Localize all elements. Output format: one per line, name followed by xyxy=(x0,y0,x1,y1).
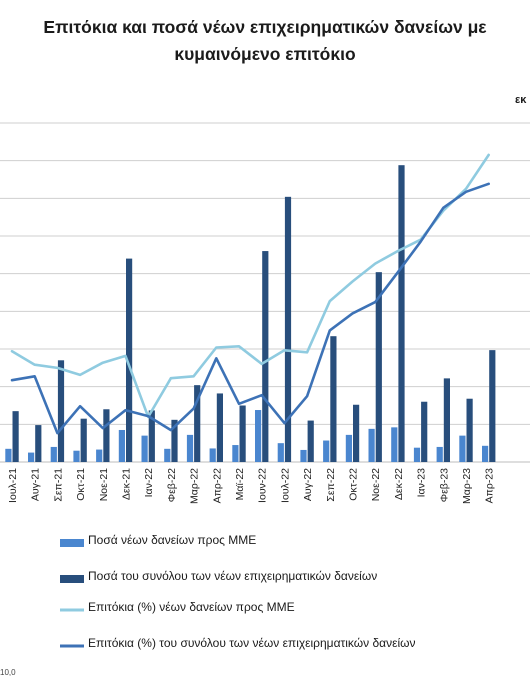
x-axis-ticks: Ιουλ-21 Αυγ-21 Σεπ-21 Οκτ-21 Νοε-21 Δεκ-21 Ιαν… xyxy=(7,468,496,504)
bar-mme-amount xyxy=(141,435,148,462)
bar-mme-amount xyxy=(164,448,171,462)
bar-total-amount xyxy=(466,398,473,462)
x-tick-label: Αυγ-22 xyxy=(302,468,314,501)
bars xyxy=(5,165,496,463)
bar-mme-amount xyxy=(459,435,466,462)
legend-swatch-mme-rate xyxy=(60,608,84,612)
bar-mme-amount xyxy=(391,427,398,462)
line-total-rate xyxy=(10,182,491,435)
x-tick-label: Μαϊ-22 xyxy=(234,468,246,500)
x-tick-label: Μαρ-22 xyxy=(189,468,201,504)
legend-label-total-amount: Ποσά του συνόλου των νέων επιχειρηματικώ… xyxy=(88,569,378,583)
x-tick-label: Δεκ-22 xyxy=(393,468,405,500)
x-tick-label: Φεβ-22 xyxy=(166,468,178,502)
x-tick-label: Αυγ-21 xyxy=(30,468,42,501)
bar-total-amount xyxy=(443,378,450,462)
x-tick-label: Ιουλ-21 xyxy=(7,468,19,503)
bar-total-amount xyxy=(375,272,382,462)
bar-mme-amount xyxy=(28,452,35,462)
x-tick-label: Απρ-22 xyxy=(211,468,223,504)
bar-total-amount xyxy=(171,419,178,462)
bar-mme-amount xyxy=(186,434,194,462)
bar-total-amount xyxy=(194,385,201,462)
cropped-axis-label: 10,0 xyxy=(0,668,16,677)
x-tick-label: Σεπ-21 xyxy=(52,468,64,502)
bar-total-amount xyxy=(103,409,110,462)
bar-mme-amount xyxy=(232,445,239,462)
bar-mme-amount xyxy=(413,447,421,462)
bar-mme-amount xyxy=(300,449,307,462)
bar-mme-amount xyxy=(255,410,262,462)
bar-total-amount xyxy=(262,251,269,462)
x-tick-label: Οκτ-21 xyxy=(75,468,87,501)
bar-total-amount xyxy=(35,425,42,462)
bar-mme-amount xyxy=(209,448,216,462)
x-tick-label: Νοε-22 xyxy=(370,468,382,501)
bar-total-amount xyxy=(284,196,292,462)
bar-total-amount xyxy=(239,405,246,462)
bar-total-amount xyxy=(489,350,496,462)
x-tick-label: Φεβ-23 xyxy=(438,468,450,502)
bar-total-amount xyxy=(398,165,405,463)
line-mme-rate xyxy=(10,153,491,419)
chart-title-line-1: Επιτόκια και ποσά νέων επιχειρηματικών δ… xyxy=(43,17,487,37)
chart-title-line-2: κυμαινόμενο επιτόκιο xyxy=(174,44,356,64)
x-tick-label: Ιουν-22 xyxy=(257,468,269,503)
bar-total-amount xyxy=(126,258,133,462)
x-tick-label: Απρ-23 xyxy=(484,468,496,504)
legend-label-mme-amount: Ποσά νέων δανείων προς ΜΜΕ xyxy=(88,533,257,547)
x-tick-label: Σεπ-22 xyxy=(325,468,337,502)
bar-total-amount xyxy=(80,418,87,462)
x-tick-label: Νοε-21 xyxy=(98,468,110,501)
bar-mme-amount xyxy=(118,429,125,462)
unit-label-fragment: εκ xyxy=(515,94,527,106)
bar-mme-amount xyxy=(436,446,443,462)
lines xyxy=(10,153,491,435)
bar-total-amount xyxy=(421,401,428,462)
x-tick-label: Δεκ-21 xyxy=(121,468,133,500)
legend-swatch-total-rate xyxy=(60,644,84,648)
bar-mme-amount xyxy=(277,443,284,462)
x-tick-label: Ιουλ-22 xyxy=(279,468,291,503)
bar-mme-amount xyxy=(5,448,12,462)
bar-mme-amount xyxy=(73,450,80,462)
bar-total-amount xyxy=(353,404,360,462)
combo-chart: Ιουλ-21 Αυγ-21 Σεπ-21 Οκτ-21 Νοε-21 Δεκ-21 Ιαν… xyxy=(0,122,530,504)
bar-total-amount xyxy=(148,410,155,462)
bar-total-amount xyxy=(307,420,314,462)
bar-mme-amount xyxy=(50,446,57,462)
x-tick-label: Ιαν-23 xyxy=(416,468,428,498)
bar-mme-amount xyxy=(482,445,489,462)
bar-total-amount xyxy=(12,411,19,462)
bar-total-amount xyxy=(330,336,337,462)
legend-swatch-mme-amount xyxy=(60,539,84,547)
legend-label-total-rate: Επιτόκια (%) του συνόλου των νέων επιχει… xyxy=(88,636,416,650)
bar-mme-amount xyxy=(345,434,352,462)
x-tick-label: Μαρ-23 xyxy=(461,468,473,504)
bar-total-amount xyxy=(216,393,223,462)
bar-mme-amount xyxy=(96,449,103,462)
bar-mme-amount xyxy=(368,428,375,462)
x-tick-label: Οκτ-22 xyxy=(348,468,360,501)
bar-mme-amount xyxy=(323,440,330,462)
legend-label-mme-rate: Επιτόκια (%) νέων δανείων προς ΜΜΕ xyxy=(88,600,295,614)
legend-swatch-total-amount xyxy=(60,575,84,583)
chart-title: Επιτόκια και ποσά νέων επιχειρηματικών δ… xyxy=(0,14,530,68)
bar-total-amount xyxy=(57,360,65,462)
x-tick-label: Ιαν-22 xyxy=(143,468,155,498)
